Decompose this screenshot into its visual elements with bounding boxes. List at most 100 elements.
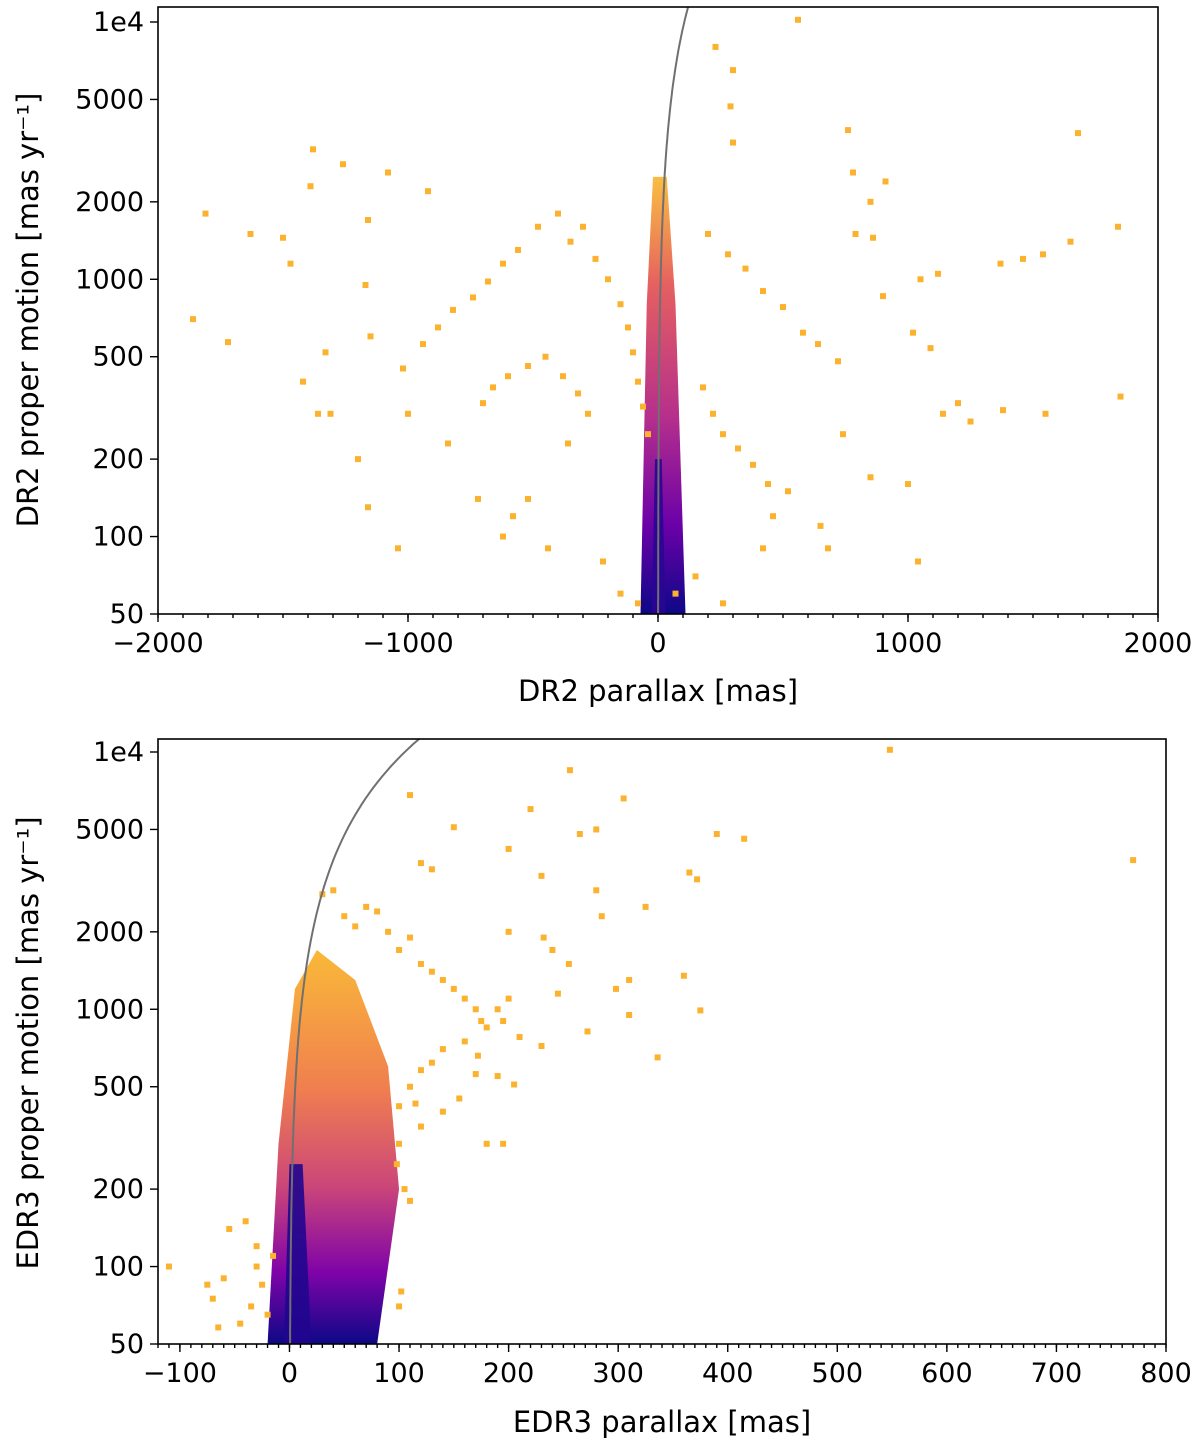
data-point xyxy=(363,903,370,910)
x-tick-label: −2000 xyxy=(112,628,203,659)
x-tick-label: 500 xyxy=(812,1358,864,1389)
data-point xyxy=(362,282,369,289)
data-point xyxy=(395,545,401,552)
edr3-density-core xyxy=(267,949,400,1344)
data-point xyxy=(450,824,457,831)
data-point xyxy=(500,260,506,267)
y-tick-label: 5000 xyxy=(75,814,144,845)
data-point xyxy=(352,923,359,930)
y-tick-label: 100 xyxy=(92,522,144,553)
data-point xyxy=(725,251,731,258)
edr3-y-ticks: 50 100 200 500 1000 2000 5000 1e4 xyxy=(75,737,158,1360)
data-point xyxy=(483,1140,490,1147)
data-point xyxy=(593,887,600,894)
data-point xyxy=(461,1038,468,1045)
data-point xyxy=(450,985,457,992)
data-point xyxy=(420,341,426,348)
edr3-y-axis-title: EDR3 proper motion [mas yr⁻¹] xyxy=(11,816,45,1269)
data-point xyxy=(705,230,711,237)
dr2-y-axis-title: DR2 proper motion [mas yr⁻¹] xyxy=(11,93,45,528)
data-point xyxy=(340,161,346,168)
data-point xyxy=(795,16,801,23)
data-point xyxy=(835,358,841,365)
data-point xyxy=(867,198,874,205)
data-point xyxy=(478,1018,485,1025)
data-point xyxy=(592,255,599,262)
data-point xyxy=(385,928,392,935)
data-point xyxy=(1117,393,1124,400)
data-point xyxy=(253,1263,260,1270)
data-point xyxy=(165,1263,172,1270)
data-point xyxy=(247,230,254,237)
data-point xyxy=(593,826,600,833)
data-point xyxy=(694,876,701,883)
y-tick-label: 1e4 xyxy=(93,7,144,38)
data-point xyxy=(817,522,824,529)
data-point xyxy=(555,210,561,217)
data-point xyxy=(355,456,361,463)
data-point xyxy=(935,270,941,277)
data-point xyxy=(190,316,196,323)
data-point xyxy=(635,600,641,607)
data-point xyxy=(485,278,491,285)
data-point xyxy=(845,127,851,134)
y-tick-label: 2000 xyxy=(75,187,144,218)
data-point xyxy=(625,324,631,331)
data-point xyxy=(576,831,583,838)
edr3-x-axis-title: EDR3 parallax [mas] xyxy=(513,1405,811,1439)
data-point xyxy=(407,792,413,799)
y-tick-label: 5000 xyxy=(75,84,144,115)
data-point xyxy=(374,908,381,915)
data-point xyxy=(515,246,521,253)
data-point xyxy=(630,349,636,356)
y-tick-label: 200 xyxy=(92,444,144,475)
data-point xyxy=(385,169,391,176)
data-point xyxy=(940,410,946,417)
data-point xyxy=(472,1006,479,1013)
data-point xyxy=(494,1073,501,1080)
data-point xyxy=(220,1275,227,1282)
data-point xyxy=(825,545,831,552)
data-point xyxy=(401,1186,408,1193)
data-point xyxy=(398,1288,405,1295)
data-point xyxy=(730,67,736,74)
data-point xyxy=(505,845,512,852)
data-point xyxy=(226,1225,233,1232)
data-point xyxy=(365,504,371,511)
data-point xyxy=(456,1095,463,1102)
data-point xyxy=(209,1295,216,1302)
data-point xyxy=(500,1140,507,1147)
data-point xyxy=(720,600,726,607)
data-point xyxy=(870,234,876,241)
data-point xyxy=(713,831,720,838)
data-point xyxy=(538,872,545,879)
data-point xyxy=(202,210,209,217)
data-point xyxy=(692,573,699,580)
data-point xyxy=(1115,223,1121,230)
data-point xyxy=(225,339,231,346)
data-point xyxy=(910,329,916,336)
data-point xyxy=(490,384,496,391)
data-point xyxy=(1040,251,1046,258)
data-point xyxy=(780,304,786,311)
x-tick-label: 100 xyxy=(373,1358,425,1389)
data-point xyxy=(1130,857,1137,864)
x-tick-label: 800 xyxy=(1140,1358,1192,1389)
y-tick-label: 50 xyxy=(110,599,144,630)
data-point xyxy=(567,238,574,245)
x-tick-label: 600 xyxy=(921,1358,973,1389)
data-point xyxy=(535,223,541,230)
data-point xyxy=(525,495,531,502)
data-point xyxy=(905,481,911,488)
data-point xyxy=(700,384,706,391)
data-point xyxy=(549,946,556,953)
data-point xyxy=(720,431,726,438)
x-tick-label: 2000 xyxy=(1124,628,1193,659)
data-point xyxy=(428,866,435,873)
data-point xyxy=(417,860,424,867)
data-point xyxy=(407,934,413,941)
dr2-density-core xyxy=(640,176,686,614)
data-point xyxy=(1020,255,1026,262)
data-point xyxy=(396,1303,403,1310)
data-point xyxy=(412,1100,419,1107)
